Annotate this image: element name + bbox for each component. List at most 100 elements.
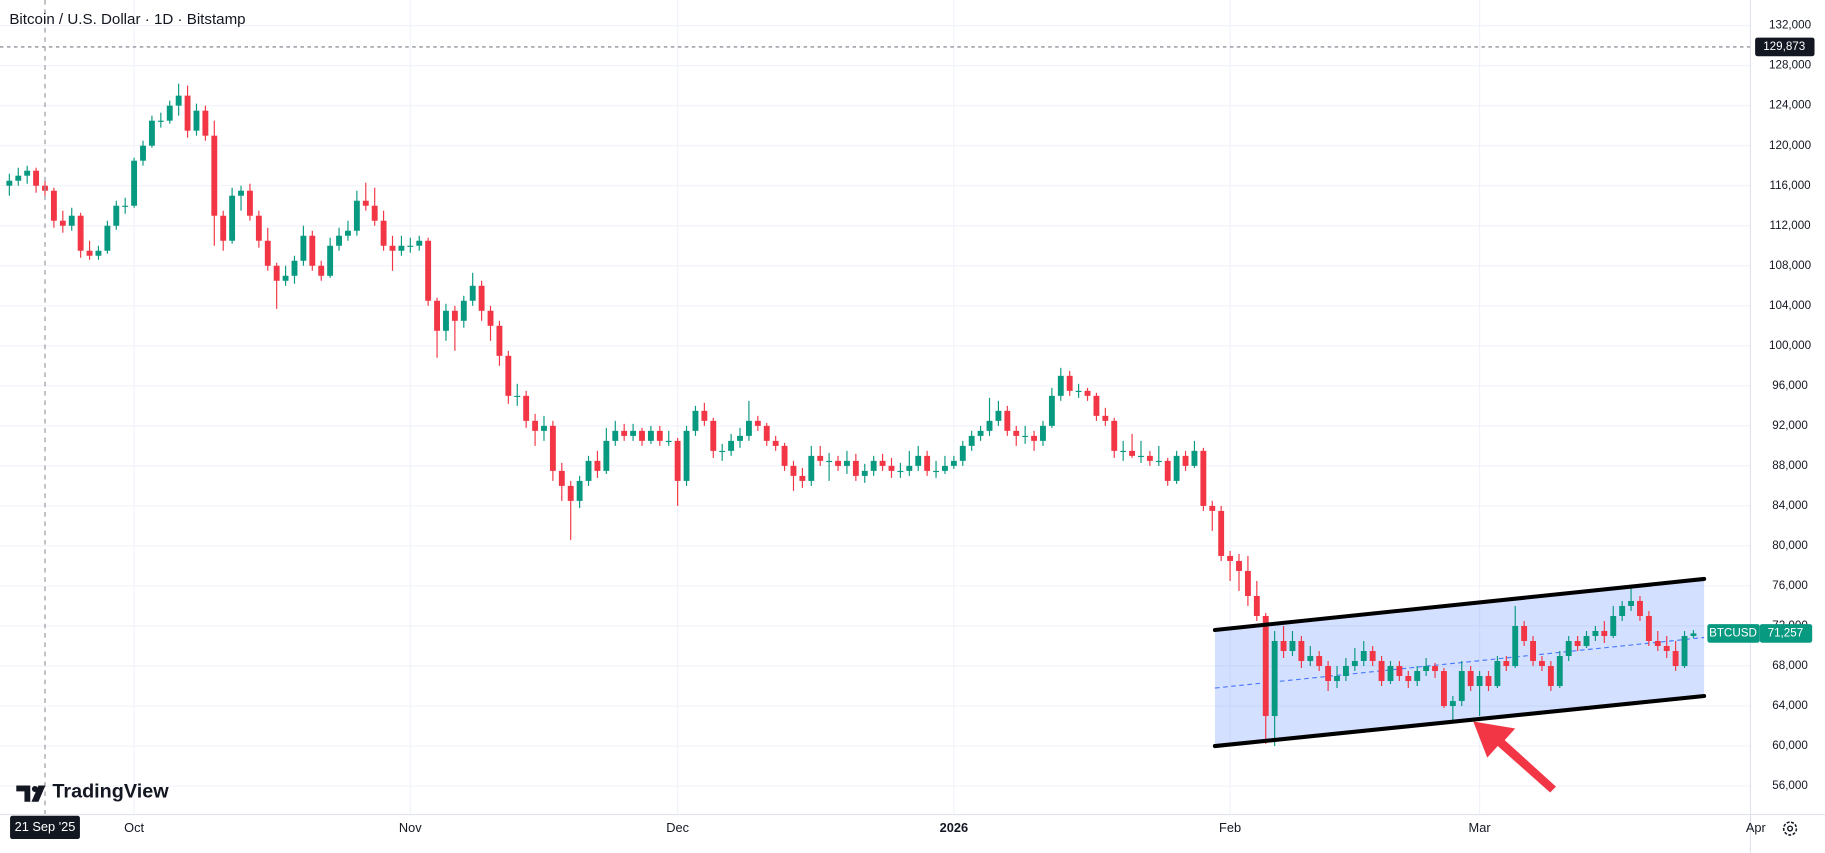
- candle-body: [1663, 645, 1670, 651]
- candle-body: [1316, 656, 1323, 667]
- candle-body: [371, 205, 378, 221]
- candle-body: [1458, 671, 1465, 702]
- candle-body: [15, 175, 22, 181]
- chart-title: Bitcoin / U.S. Dollar · 1D · Bitstamp: [9, 11, 245, 28]
- candle-body: [1637, 600, 1643, 616]
- candle-body: [852, 460, 859, 476]
- candle-body: [674, 440, 681, 481]
- plot: [0, 0, 1751, 815]
- candle-body: [24, 170, 31, 176]
- y-tick-label: 116,000: [1769, 179, 1811, 192]
- candle-body: [888, 465, 895, 471]
- candle-body: [6, 180, 13, 186]
- candle-body: [140, 145, 146, 161]
- y-tick-label: 104,000: [1769, 299, 1812, 312]
- y-tick-label: 68,000: [1772, 659, 1808, 672]
- candle-body: [1120, 450, 1127, 453]
- candle-body: [353, 200, 360, 231]
- candle-body: [1414, 671, 1421, 682]
- candle-body: [1405, 676, 1412, 682]
- candle-body: [291, 260, 298, 276]
- candle-body: [1360, 650, 1367, 662]
- candle-body: [915, 455, 922, 466]
- channel-lower: [1212, 693, 1707, 749]
- candle-body: [933, 470, 939, 473]
- candle-body: [1182, 455, 1189, 466]
- candle-body: [523, 395, 530, 421]
- candle-body: [719, 450, 726, 453]
- candle-body: [407, 245, 414, 247]
- candle-body: [336, 235, 342, 246]
- candle-body: [1583, 635, 1590, 646]
- candle-body: [558, 470, 565, 486]
- candle-body: [434, 300, 440, 331]
- x-tick-label: 2026: [940, 820, 968, 835]
- candle-body: [977, 430, 984, 436]
- candle-body: [389, 245, 396, 251]
- candle-body: [1387, 666, 1394, 682]
- y-tick-label: 92,000: [1772, 419, 1808, 432]
- candle-body: [897, 470, 904, 473]
- candle-body: [621, 430, 628, 436]
- candle-body: [745, 420, 752, 436]
- candle-body: [1467, 671, 1474, 687]
- candle-body: [1129, 450, 1136, 456]
- candle-body: [202, 110, 209, 136]
- y-tick-label: 56,000: [1772, 779, 1808, 792]
- candle-body: [1146, 455, 1153, 461]
- candle-body: [211, 135, 218, 216]
- candle-body: [1512, 625, 1519, 667]
- candle-body: [131, 160, 138, 206]
- candle-body: [282, 275, 289, 281]
- candle-body: [104, 225, 111, 251]
- candle-body: [1369, 650, 1376, 662]
- candle-body: [380, 220, 387, 246]
- candle-body: [1262, 615, 1269, 717]
- candle-body: [184, 95, 191, 131]
- candle-body: [612, 430, 619, 441]
- candle-body: [1601, 630, 1608, 636]
- logo: TradingView: [16, 781, 169, 803]
- x-tick-label: Apr: [1746, 820, 1767, 835]
- candle-body: [1227, 555, 1234, 561]
- candle-body: [1013, 430, 1020, 436]
- candle-body: [737, 435, 743, 441]
- x-tick-label: Dec: [666, 820, 689, 835]
- candle-body: [398, 245, 405, 251]
- candle-body: [505, 355, 512, 396]
- candle-body: [1253, 595, 1260, 616]
- candle-body: [959, 445, 966, 461]
- candle-body: [1690, 633, 1697, 636]
- candle-body: [1298, 640, 1305, 662]
- candle-body: [603, 440, 610, 471]
- candle-body: [1191, 450, 1198, 466]
- candle-body: [594, 460, 601, 471]
- y-tick-label: 108,000: [1769, 259, 1812, 272]
- candle-body: [585, 460, 592, 481]
- candle-body: [1565, 640, 1572, 657]
- gear[interactable]: [1782, 821, 1798, 836]
- candle-body: [1521, 625, 1528, 641]
- candle-body: [255, 215, 262, 241]
- candle-body: [345, 230, 351, 236]
- candle-body: [416, 240, 423, 246]
- candle-body: [1592, 630, 1599, 636]
- candle-body: [576, 480, 583, 501]
- y-tick-label: 76,000: [1772, 579, 1808, 592]
- candle-body: [273, 265, 280, 281]
- candle-body: [1432, 666, 1438, 672]
- candle-body: [772, 440, 779, 446]
- settings-icon[interactable]: [1782, 821, 1798, 836]
- candle-body: [1423, 666, 1430, 672]
- candle-body: [541, 425, 547, 431]
- gear-center[interactable]: [1787, 825, 1794, 832]
- candle-body: [1494, 661, 1501, 687]
- x-tick-label: Nov: [399, 820, 422, 835]
- candle-body: [1093, 395, 1100, 416]
- candle-body: [1031, 435, 1038, 441]
- candle-body: [487, 310, 494, 326]
- annotation-arrow: [1473, 721, 1556, 793]
- candle-body: [166, 105, 173, 121]
- candle-body: [1307, 656, 1314, 662]
- candle-body: [549, 425, 556, 471]
